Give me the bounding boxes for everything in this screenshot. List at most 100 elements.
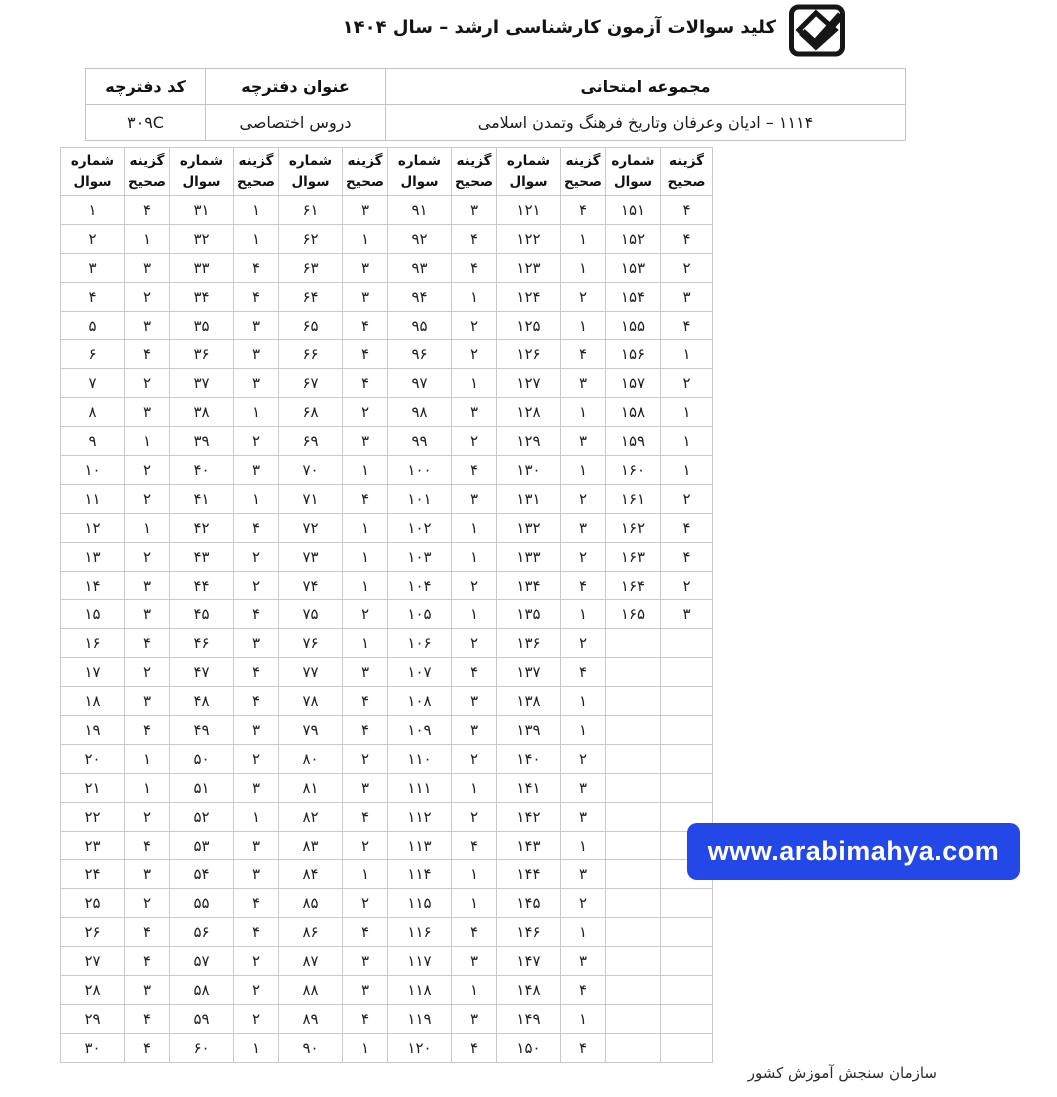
answer-cell: ۱	[451, 772, 497, 803]
answer-cell: ۴	[660, 541, 713, 572]
answer-cell: ۲	[660, 570, 713, 601]
answer-cell: ۴	[342, 715, 388, 745]
answer-cell: ۲	[233, 946, 279, 977]
question-number-cell: ۵۵	[169, 888, 234, 919]
question-number-cell: ۳۹	[169, 426, 234, 457]
question-number-cell: ۶۵	[278, 310, 343, 341]
answer-cell: ۲	[233, 975, 279, 1005]
question-number-cell: ۱۴۲	[496, 801, 561, 832]
answer-cell: ۴	[342, 917, 388, 948]
answer-cell: ۳	[342, 975, 388, 1005]
question-number-cell: ۹۸	[387, 397, 452, 428]
booklet-title-value: دروس اختصاصی	[205, 104, 386, 141]
question-number-cell: ۶۶	[278, 339, 343, 370]
answer-cell: ۴	[342, 1003, 388, 1034]
answer-cell: ۲	[560, 888, 606, 919]
answer-cell: ۴	[124, 1003, 170, 1034]
answer-cell: ۲	[124, 455, 170, 485]
question-number-cell: ۱۵۶	[605, 339, 661, 370]
question-number-cell: ۱۵۹	[605, 426, 661, 457]
question-number-cell: ۱۲	[60, 512, 125, 543]
question-number-cell: ۱۶۱	[605, 483, 661, 514]
question-number-cell: ۵۹	[169, 1003, 234, 1034]
answer-cell: ۳	[451, 397, 497, 428]
question-number-cell: ۵۳	[169, 830, 234, 861]
question-number-cell: ۴۸	[169, 686, 234, 717]
table-row: ۲۱ ۱ ۵۱ ۳ ۸۱ ۳ ۱۱۱ ۱ ۱۴۱ ۳	[60, 772, 713, 803]
question-number-cell: ۱۴۸	[496, 975, 561, 1005]
question-number-cell	[605, 657, 661, 688]
table-row: ۲۶ ۴ ۵۶ ۴ ۸۶ ۴ ۱۱۶ ۴ ۱۴۶ ۱	[60, 917, 713, 948]
question-number-cell: ۶۳	[278, 252, 343, 283]
answer-cell: ۴	[451, 917, 497, 948]
answer-cell: ۲	[560, 541, 606, 572]
question-number-cell: ۱۱۰	[387, 743, 452, 774]
answer-cell: ۴	[342, 483, 388, 514]
question-number-cell: ۱۳۴	[496, 570, 561, 601]
answer-cell: ۴	[342, 310, 388, 341]
answer-cell: ۳	[233, 310, 279, 341]
question-number-cell	[605, 628, 661, 659]
question-number-cell: ۳۴	[169, 281, 234, 312]
question-number-cell: ۱۵۸	[605, 397, 661, 428]
table-row: ۱۹ ۴ ۴۹ ۳ ۷۹ ۴ ۱۰۹ ۳ ۱۳۹ ۱	[60, 715, 713, 745]
answer-cell: ۳	[342, 252, 388, 283]
question-number-cell: ۱۲۰	[387, 1032, 452, 1063]
question-number-cell: ۱۶۴	[605, 570, 661, 601]
question-number-cell: ۲۶	[60, 917, 125, 948]
answer-cell: ۴	[660, 310, 713, 341]
question-number-cell: ۶۸	[278, 397, 343, 428]
answer-cell: ۲	[124, 541, 170, 572]
question-number-cell: ۸۳	[278, 830, 343, 861]
question-number-cell: ۷۱	[278, 483, 343, 514]
question-number-cell: ۲۲	[60, 801, 125, 832]
question-number-cell: ۵۷	[169, 946, 234, 977]
question-number-cell: ۶	[60, 339, 125, 370]
question-number-cell: ۸۹	[278, 1003, 343, 1034]
question-number-cell: ۷۲	[278, 512, 343, 543]
answer-cell: ۱	[451, 512, 497, 543]
answer-cell: ۳	[451, 946, 497, 977]
question-number-cell: ۱۴۱	[496, 772, 561, 803]
answer-cell: ۳	[660, 599, 713, 630]
question-number-cell: ۴۹	[169, 715, 234, 745]
question-number-cell: ۱۲۴	[496, 281, 561, 312]
question-number-cell: ۱۱۴	[387, 859, 452, 890]
answer-cell: ۳	[560, 512, 606, 543]
answer-cell: ۳	[233, 715, 279, 745]
answer-cell: ۴	[233, 888, 279, 919]
question-number-cell: ۱۶۲	[605, 512, 661, 543]
answer-cell: ۴	[233, 917, 279, 948]
question-number-cell: ۱۲۵	[496, 310, 561, 341]
question-number-cell: ۴۵	[169, 599, 234, 630]
question-number-cell: ۶۷	[278, 368, 343, 399]
question-number-cell: ۸۰	[278, 743, 343, 774]
answer-cell: ۱	[560, 223, 606, 254]
answer-cell: ۲	[233, 743, 279, 774]
answer-cell: ۴	[451, 1032, 497, 1063]
answer-cell: ۳	[451, 483, 497, 514]
answer-cell	[660, 657, 713, 688]
answer-cell: ۲	[451, 628, 497, 659]
table-row: ۲۸ ۳ ۵۸ ۲ ۸۸ ۳ ۱۱۸ ۱ ۱۴۸ ۴	[60, 975, 713, 1005]
correct-option-header: گزینه صحیح	[233, 147, 279, 196]
answer-cell: ۴	[451, 830, 497, 861]
answer-cell: ۱	[560, 686, 606, 717]
answer-cell: ۳	[233, 455, 279, 485]
question-number-cell: ۲۸	[60, 975, 125, 1005]
question-number-cell: ۱۴۷	[496, 946, 561, 977]
table-row: ۱۲ ۱ ۴۲ ۴ ۷۲ ۱ ۱۰۲ ۱ ۱۳۲ ۳ ۱۶۲ ۴	[60, 512, 713, 543]
answer-cell: ۱	[560, 599, 606, 630]
question-number-cell: ۱۵۳	[605, 252, 661, 283]
answer-cell: ۲	[233, 426, 279, 457]
correct-option-header: گزینه صحیح	[342, 147, 388, 196]
question-number-cell: ۳۵	[169, 310, 234, 341]
answer-cell: ۲	[233, 1003, 279, 1034]
info-header-row: مجموعه امتحانی عنوان دفترچه کد دفترچه	[85, 68, 906, 105]
answer-cell: ۳	[124, 686, 170, 717]
answer-cell: ۱	[233, 195, 279, 225]
question-number-cell: ۱۳۵	[496, 599, 561, 630]
question-number-cell: ۷۷	[278, 657, 343, 688]
question-number-cell: ۵۱	[169, 772, 234, 803]
answer-cell: ۳	[342, 426, 388, 457]
